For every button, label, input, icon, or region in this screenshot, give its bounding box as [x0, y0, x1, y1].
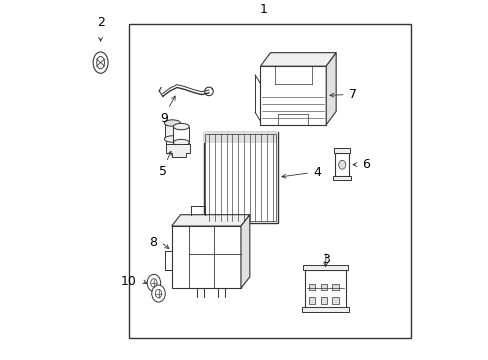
Text: 3: 3 — [322, 253, 329, 266]
Bar — [308, 284, 315, 291]
Ellipse shape — [155, 289, 162, 298]
Text: 7: 7 — [348, 88, 357, 101]
Polygon shape — [164, 123, 180, 139]
Ellipse shape — [97, 57, 104, 69]
Text: 9: 9 — [160, 112, 168, 125]
Ellipse shape — [173, 139, 189, 146]
Bar — [203, 132, 278, 143]
Text: 4: 4 — [313, 166, 321, 179]
Ellipse shape — [164, 120, 180, 126]
Polygon shape — [171, 215, 249, 226]
Ellipse shape — [173, 123, 189, 130]
Ellipse shape — [338, 160, 345, 169]
Text: 1: 1 — [260, 4, 267, 17]
Bar — [333, 176, 350, 180]
Bar — [331, 297, 338, 304]
Bar — [320, 297, 326, 304]
Ellipse shape — [147, 274, 161, 292]
Bar — [260, 66, 325, 125]
Ellipse shape — [150, 279, 157, 287]
Polygon shape — [166, 141, 190, 157]
Bar — [331, 284, 338, 291]
Bar — [302, 307, 348, 312]
Text: 10: 10 — [120, 275, 136, 288]
Ellipse shape — [151, 285, 165, 302]
Ellipse shape — [93, 52, 108, 73]
Text: 2: 2 — [97, 16, 104, 29]
Bar — [303, 265, 347, 270]
Polygon shape — [260, 53, 335, 66]
Bar — [129, 23, 411, 338]
Polygon shape — [325, 53, 335, 125]
Bar — [305, 270, 345, 308]
Ellipse shape — [164, 136, 180, 142]
Text: 8: 8 — [149, 235, 157, 248]
Bar — [203, 132, 278, 222]
Bar — [308, 297, 315, 304]
Polygon shape — [173, 127, 189, 143]
Bar — [171, 226, 241, 288]
Bar — [333, 148, 350, 153]
Bar — [205, 134, 276, 221]
Bar — [334, 153, 348, 176]
Bar — [320, 284, 326, 291]
Text: 6: 6 — [361, 158, 369, 171]
Polygon shape — [241, 215, 249, 288]
Text: 5: 5 — [159, 165, 166, 178]
